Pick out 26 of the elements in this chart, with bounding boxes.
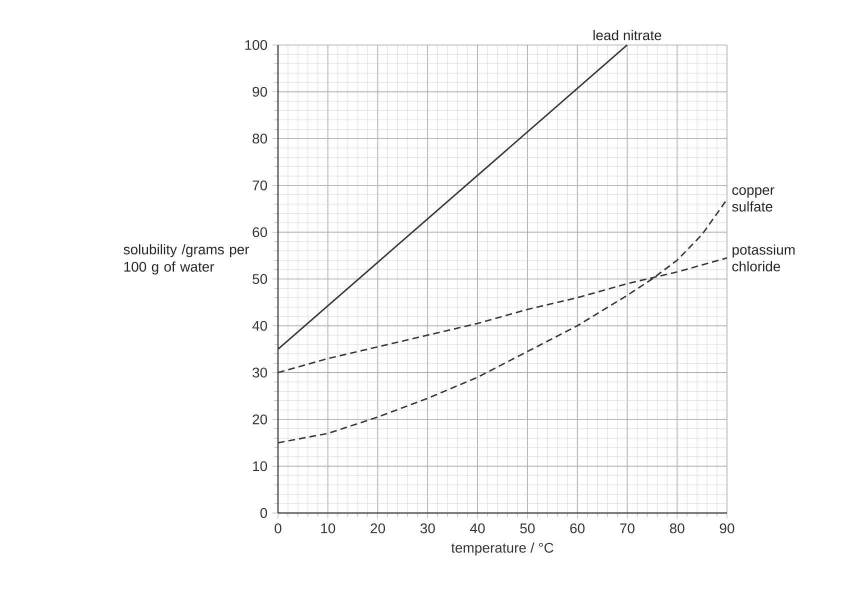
y-tick-label: 80 <box>252 134 268 144</box>
x-tick-label: 70 <box>620 523 634 534</box>
y-tick-label: 40 <box>252 320 268 331</box>
x-tick-label: 40 <box>470 523 485 534</box>
x-axis-title: temperature / °C <box>451 542 554 556</box>
x-tick-label: 90 <box>720 523 734 534</box>
x-tick-label: 0 <box>274 523 282 534</box>
y-tick-label: 70 <box>252 180 268 190</box>
y-tick-label: 20 <box>252 414 268 424</box>
series-label: lead nitrate <box>594 30 662 40</box>
y-tick-label: 10 <box>253 461 268 472</box>
y-tick-label: 100 <box>245 40 268 50</box>
x-tick-label: 80 <box>670 523 684 534</box>
y-tick-label: 50 <box>252 274 268 284</box>
y-tick-label: 30 <box>252 368 268 378</box>
y-tick-label: 60 <box>252 227 268 238</box>
y-tick-label: 0 <box>260 508 268 518</box>
y-tick-label: 90 <box>252 86 268 97</box>
y-axis-title: solubility /grams per 100 g of water <box>124 244 250 275</box>
series-label: potassium chloride <box>732 244 795 272</box>
x-tick-label: 10 <box>321 523 336 534</box>
x-tick-label: 60 <box>570 523 585 534</box>
x-tick-label: 20 <box>370 523 386 534</box>
x-tick-label: 30 <box>420 523 435 534</box>
x-tick-label: 50 <box>520 523 535 534</box>
series-label: copper sulfate <box>732 187 774 212</box>
